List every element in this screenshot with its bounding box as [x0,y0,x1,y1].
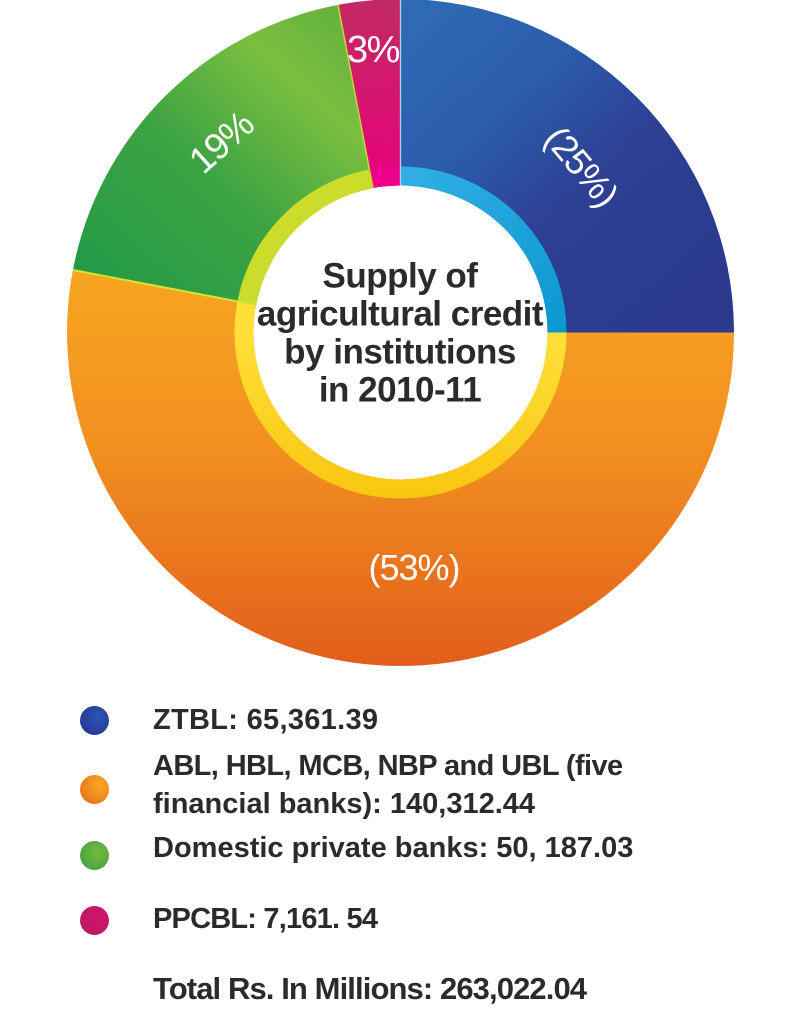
svg-text:by institutions: by institutions [284,333,516,372]
svg-text:Supply of: Supply of [323,257,479,296]
svg-text:(53%): (53%) [368,547,459,588]
svg-text:3%: 3% [347,29,400,71]
svg-text:in 2010-11: in 2010-11 [319,371,481,410]
svg-text:agricultural credit: agricultural credit [257,295,544,334]
